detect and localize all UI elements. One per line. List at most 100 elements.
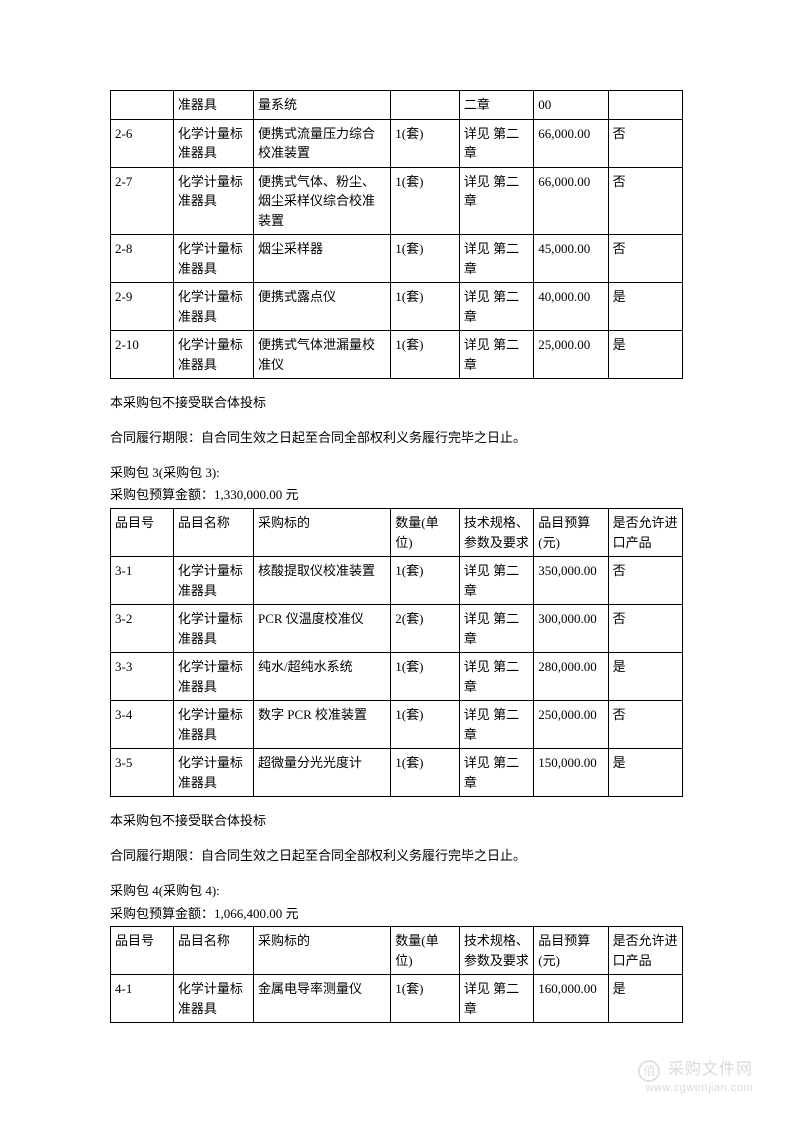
- table-cell: 66,000.00: [534, 167, 608, 235]
- table-header-cell: 是否允许进口产品: [608, 927, 682, 975]
- watermark-title: 采购文件网: [668, 1061, 753, 1078]
- table-row: 2-7化学计量标准器具便携式气体、粉尘、烟尘采样仪综合校准装置1(套)详见 第二…: [111, 167, 683, 235]
- table-cell: 1(套): [391, 653, 460, 701]
- table-cell: 化学计量标准器具: [173, 749, 253, 797]
- package3-budget: 采购包预算金额：1,330,000.00 元: [110, 485, 683, 506]
- table-cell: 1(套): [391, 167, 460, 235]
- table-package3: 品目号品目名称采购标的数量(单位)技术规格、参数及要求品目预算(元)是否允许进口…: [110, 508, 683, 797]
- table-cell: 化学计量标准器具: [173, 235, 253, 283]
- table-cell: 否: [608, 235, 682, 283]
- table-cell: 二章: [459, 91, 533, 120]
- table-header-cell: 技术规格、参数及要求: [459, 927, 533, 975]
- table-cell: 2-9: [111, 283, 174, 331]
- table-header-cell: 是否允许进口产品: [608, 509, 682, 557]
- table-header-cell: 品目名称: [173, 927, 253, 975]
- table-cell: 详见 第二章: [459, 605, 533, 653]
- table-header-cell: 品目预算(元): [534, 509, 608, 557]
- table-cell: 便携式流量压力综合校准装置: [253, 119, 390, 167]
- table-cell: 160,000.00: [534, 975, 608, 1023]
- table-cell: 便携式气体、粉尘、烟尘采样仪综合校准装置: [253, 167, 390, 235]
- table-header-cell: 品目号: [111, 509, 174, 557]
- table-package4: 品目号品目名称采购标的数量(单位)技术规格、参数及要求品目预算(元)是否允许进口…: [110, 926, 683, 1023]
- table-cell: 350,000.00: [534, 557, 608, 605]
- table-cell: [111, 91, 174, 120]
- table-cell: 1(套): [391, 701, 460, 749]
- table-cell: 3-4: [111, 701, 174, 749]
- table-cell: 详见 第二章: [459, 701, 533, 749]
- table-cell: 便携式露点仪: [253, 283, 390, 331]
- table-cell: 1(套): [391, 557, 460, 605]
- table-cell: 00: [534, 91, 608, 120]
- table-header-cell: 数量(单位): [391, 927, 460, 975]
- table-cell: 核酸提取仪校准装置: [253, 557, 390, 605]
- table-cell: 250,000.00: [534, 701, 608, 749]
- table-cell: 是: [608, 975, 682, 1023]
- table-cell: 详见 第二章: [459, 331, 533, 379]
- table-row: 2-9化学计量标准器具便携式露点仪1(套)详见 第二章40,000.00是: [111, 283, 683, 331]
- table-cell: 1(套): [391, 119, 460, 167]
- package4-title: 采购包 4(采购包 4):: [110, 881, 683, 902]
- table-header-cell: 品目预算(元): [534, 927, 608, 975]
- table-header-cell: 数量(单位): [391, 509, 460, 557]
- table-cell: 详见 第二章: [459, 653, 533, 701]
- table-header-cell: 采购标的: [253, 509, 390, 557]
- table-cell: 是: [608, 749, 682, 797]
- watermark-icon: 佰: [638, 1060, 660, 1082]
- table-cell: 详见 第二章: [459, 235, 533, 283]
- table-cell: 150,000.00: [534, 749, 608, 797]
- table-cell: 1(套): [391, 331, 460, 379]
- table-cell: 是: [608, 283, 682, 331]
- table-cell: 化学计量标准器具: [173, 975, 253, 1023]
- table-cell: 详见 第二章: [459, 975, 533, 1023]
- table-cell: 化学计量标准器具: [173, 331, 253, 379]
- table-cell: 化学计量标准器具: [173, 653, 253, 701]
- table-cell: 金属电导率测量仪: [253, 975, 390, 1023]
- table-cell: 280,000.00: [534, 653, 608, 701]
- table-cell: 化学计量标准器具: [173, 167, 253, 235]
- table-cell: PCR 仪温度校准仪: [253, 605, 390, 653]
- table-cell: 是: [608, 331, 682, 379]
- table-row: 4-1化学计量标准器具金属电导率测量仪1(套)详见 第二章160,000.00是: [111, 975, 683, 1023]
- table-header-row: 品目号品目名称采购标的数量(单位)技术规格、参数及要求品目预算(元)是否允许进口…: [111, 927, 683, 975]
- table-cell: 2-8: [111, 235, 174, 283]
- table-cell: 详见 第二章: [459, 557, 533, 605]
- table-header-cell: 品目名称: [173, 509, 253, 557]
- table-cell: 详见 第二章: [459, 119, 533, 167]
- table-cell: 1(套): [391, 235, 460, 283]
- table-cell: 详见 第二章: [459, 749, 533, 797]
- package4-budget: 采购包预算金额：1,066,400.00 元: [110, 904, 683, 925]
- table-row: 3-2化学计量标准器具PCR 仪温度校准仪2(套)详见 第二章300,000.0…: [111, 605, 683, 653]
- table-cell: 便携式气体泄漏量校准仪: [253, 331, 390, 379]
- table-header-cell: 品目号: [111, 927, 174, 975]
- note-contract-term-2: 合同履行期限：自合同生效之日起至合同全部权利义务履行完毕之日止。: [110, 846, 683, 867]
- table-cell: 否: [608, 701, 682, 749]
- table-cell: 超微量分光光度计: [253, 749, 390, 797]
- table-cell: 否: [608, 605, 682, 653]
- table-cell: 3-1: [111, 557, 174, 605]
- table-package2-continued: 准器具量系统二章002-6化学计量标准器具便携式流量压力综合校准装置1(套)详见…: [110, 90, 683, 379]
- table-cell: 是: [608, 653, 682, 701]
- table-row: 2-6化学计量标准器具便携式流量压力综合校准装置1(套)详见 第二章66,000…: [111, 119, 683, 167]
- table-cell: 化学计量标准器具: [173, 701, 253, 749]
- table-cell: 3-2: [111, 605, 174, 653]
- table-row: 3-3化学计量标准器具纯水/超纯水系统1(套)详见 第二章280,000.00是: [111, 653, 683, 701]
- table-cell: 45,000.00: [534, 235, 608, 283]
- table-cell: 详见 第二章: [459, 167, 533, 235]
- table-header-cell: 技术规格、参数及要求: [459, 509, 533, 557]
- table-cell: 否: [608, 119, 682, 167]
- table-cell: 66,000.00: [534, 119, 608, 167]
- table-cell: 化学计量标准器具: [173, 557, 253, 605]
- table-cell: 2-6: [111, 119, 174, 167]
- table-cell: 1(套): [391, 283, 460, 331]
- table-row: 2-10化学计量标准器具便携式气体泄漏量校准仪1(套)详见 第二章25,000.…: [111, 331, 683, 379]
- table-cell: 300,000.00: [534, 605, 608, 653]
- table-row: 准器具量系统二章00: [111, 91, 683, 120]
- table-row: 3-1化学计量标准器具核酸提取仪校准装置1(套)详见 第二章350,000.00…: [111, 557, 683, 605]
- table-cell: 化学计量标准器具: [173, 605, 253, 653]
- table-cell: 纯水/超纯水系统: [253, 653, 390, 701]
- table-cell: 2(套): [391, 605, 460, 653]
- table-cell: 烟尘采样器: [253, 235, 390, 283]
- note-contract-term-1: 合同履行期限：自合同生效之日起至合同全部权利义务履行完毕之日止。: [110, 428, 683, 449]
- table-cell: 4-1: [111, 975, 174, 1023]
- table-cell: 化学计量标准器具: [173, 119, 253, 167]
